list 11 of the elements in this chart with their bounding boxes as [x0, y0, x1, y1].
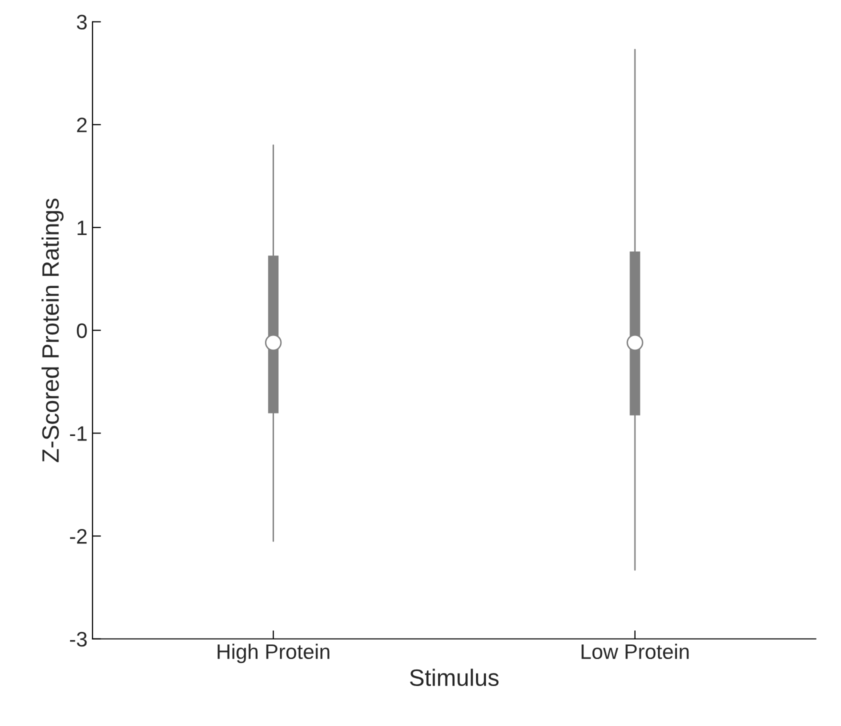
y-tick-label: -3: [70, 632, 87, 647]
y-tick-label: 2: [77, 118, 87, 132]
y-tick-label: 3: [76, 14, 87, 30]
y-tick-label: 1: [78, 220, 87, 236]
y-axis-title: Z-Scored Protein Ratings: [42, 198, 64, 462]
y-tick-label: -1: [70, 426, 87, 441]
x-tick-label: High Protein: [218, 644, 330, 664]
y-tick-label: -2: [70, 529, 87, 544]
x-axis-title: Stimulus: [410, 668, 499, 686]
y-tick-label: 0: [76, 323, 87, 338]
x-tick-label: Low Protein: [582, 644, 689, 660]
